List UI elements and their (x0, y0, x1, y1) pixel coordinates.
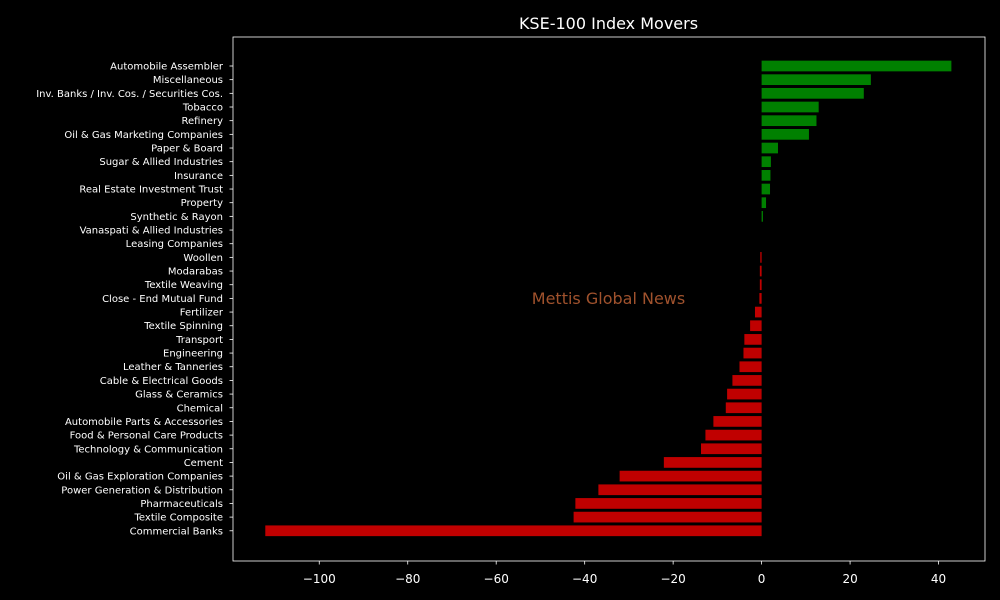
x-tick-label: 40 (931, 572, 946, 586)
bar (727, 388, 762, 400)
x-tick-label: −60 (484, 572, 509, 586)
category-label: Pharmaceuticals (140, 499, 223, 510)
bar (701, 443, 762, 455)
category-label: Chemical (177, 403, 223, 414)
category-label: Inv. Banks / Inv. Cos. / Securities Cos. (36, 89, 223, 100)
bar (754, 306, 762, 318)
category-label: Oil & Gas Exploration Companies (57, 472, 223, 483)
bar (743, 347, 762, 359)
category-label: Transport (175, 335, 223, 346)
bar (761, 170, 771, 181)
bar (761, 211, 763, 222)
category-label: Refinery (182, 116, 224, 127)
category-label: Textile Spinning (143, 321, 223, 332)
bar (761, 101, 819, 113)
category-label: Commercial Banks (130, 526, 223, 537)
bar (573, 511, 762, 523)
x-tick-label: −20 (660, 572, 685, 586)
category-label: Woollen (183, 253, 223, 264)
bar (750, 320, 762, 332)
category-label: Paper & Board (151, 144, 223, 155)
bar (725, 402, 762, 414)
x-tick-label: −100 (303, 572, 336, 586)
bar (759, 279, 762, 291)
bar (761, 129, 809, 140)
category-label: Miscellaneous (153, 75, 223, 86)
bar (761, 74, 871, 86)
bar (739, 361, 762, 373)
category-label: Insurance (174, 171, 223, 182)
bar (761, 60, 952, 72)
bar (759, 293, 762, 304)
watermark-text: Mettis Global News (532, 289, 685, 308)
x-axis-ticks-group: −100 −80 −60 −40 −20 0 20 40 (303, 561, 946, 586)
category-label: Sugar & Allied Industries (99, 157, 223, 168)
x-tick-label: 20 (842, 572, 857, 586)
bar (761, 156, 771, 168)
bar (760, 252, 762, 263)
bar (761, 197, 767, 209)
bars-group (265, 60, 952, 537)
bar (598, 484, 762, 496)
category-label: Engineering (163, 349, 223, 360)
category-label: Modarabas (168, 267, 223, 278)
bar (705, 429, 762, 441)
category-label: Oil & Gas Marketing Companies (64, 130, 223, 141)
category-label: Cable & Electrical Goods (100, 376, 223, 387)
bar (761, 183, 771, 195)
category-label: Leasing Companies (126, 239, 223, 250)
category-label: Automobile Parts & Accessories (65, 417, 223, 428)
bar (761, 87, 864, 99)
bar (619, 470, 762, 482)
category-label: Technology & Communication (73, 444, 223, 455)
bar (744, 334, 762, 345)
category-label: Leather & Tanneries (123, 362, 223, 373)
category-label: Textile Composite (134, 513, 223, 524)
category-label: Property (181, 198, 223, 209)
category-label: Automobile Assembler (110, 62, 224, 73)
category-label: Fertilizer (180, 308, 224, 319)
category-label: Glass & Ceramics (135, 390, 223, 401)
category-label: Cement (184, 458, 223, 469)
bar (575, 498, 762, 509)
category-label: Vanaspati & Allied Industries (80, 226, 223, 237)
bar (732, 375, 762, 386)
category-label: Synthetic & Rayon (130, 212, 223, 223)
x-tick-label: −80 (395, 572, 420, 586)
category-label: Power Generation & Distribution (61, 485, 223, 496)
category-labels-group: Automobile Assembler Miscellaneous Inv. Ba… (36, 62, 233, 537)
bar (265, 525, 762, 537)
bar (761, 142, 778, 154)
x-tick-label: 0 (758, 572, 766, 586)
category-label: Tobacco (182, 103, 223, 114)
bar (761, 115, 817, 127)
category-label: Close - End Mutual Fund (102, 294, 223, 305)
category-label: Real Estate Investment Trust (79, 185, 223, 196)
bar (759, 265, 762, 277)
category-label: Food & Personal Care Products (70, 431, 223, 442)
bar (713, 416, 762, 427)
category-label: Textile Weaving (144, 280, 223, 291)
plot-frame (232, 36, 986, 562)
bar (663, 457, 762, 468)
chart-title: KSE-100 Index Movers (519, 14, 698, 33)
x-tick-label: −40 (572, 572, 597, 586)
